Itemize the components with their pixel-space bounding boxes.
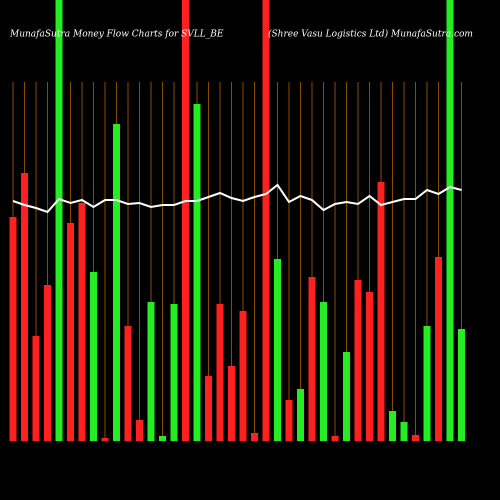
bar xyxy=(182,0,189,441)
bar xyxy=(21,173,28,441)
bar xyxy=(101,438,109,441)
bar xyxy=(297,389,304,441)
bar xyxy=(285,400,293,441)
bar xyxy=(423,326,431,441)
bar xyxy=(366,292,373,441)
bar xyxy=(216,304,224,441)
bar xyxy=(90,272,97,441)
bar xyxy=(331,436,339,441)
bar xyxy=(458,329,465,441)
bar xyxy=(400,422,408,441)
chart-subtitle: (Shree Vasu Logistics Ltd) MunafaSutra.c… xyxy=(268,29,473,40)
bar xyxy=(262,0,270,441)
bar xyxy=(377,182,385,441)
bar xyxy=(44,285,51,441)
bar xyxy=(113,124,120,441)
bar xyxy=(354,280,362,441)
bar xyxy=(228,366,235,441)
bar xyxy=(170,304,178,441)
bar xyxy=(251,433,258,441)
bar xyxy=(159,436,166,441)
bar xyxy=(147,302,155,441)
bar xyxy=(124,326,132,441)
bar xyxy=(78,203,86,441)
flow-line xyxy=(12,183,462,214)
bar xyxy=(239,311,247,441)
bar xyxy=(435,257,442,441)
bar xyxy=(67,223,74,441)
bar xyxy=(9,217,17,441)
bar xyxy=(320,302,327,441)
bar xyxy=(193,104,201,441)
bar xyxy=(274,259,281,441)
bar xyxy=(205,376,212,441)
bar xyxy=(136,420,143,441)
chart-title: MunafaSutra Money Flow Charts for SVLL_B… xyxy=(9,30,224,40)
plot xyxy=(9,0,465,441)
bar xyxy=(308,277,316,441)
bar xyxy=(412,435,419,441)
bar xyxy=(446,0,454,441)
bar xyxy=(389,411,396,441)
bar xyxy=(55,0,63,441)
bar xyxy=(32,336,40,441)
bar xyxy=(343,352,350,441)
